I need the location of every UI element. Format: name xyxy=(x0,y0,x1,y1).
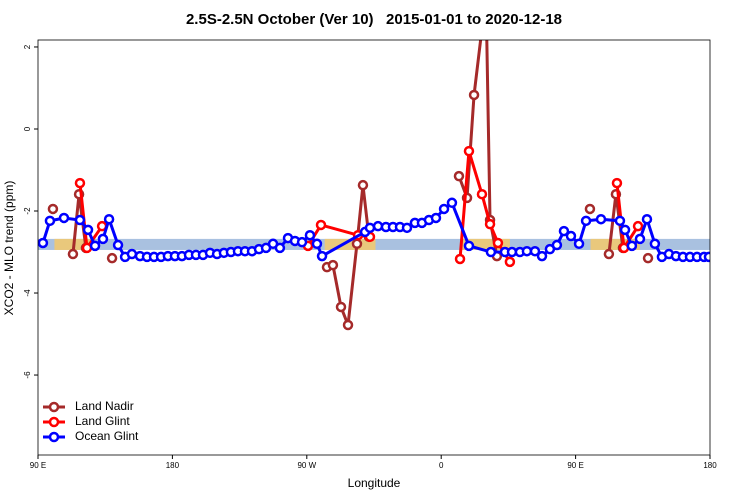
series-marker xyxy=(454,253,466,265)
legend-label: Land Nadir xyxy=(75,399,134,413)
series-marker xyxy=(430,212,442,224)
highlight-range xyxy=(460,238,510,250)
y-tick-label: -2 xyxy=(23,207,32,215)
x-tick-label: 0 xyxy=(439,461,444,470)
series-marker xyxy=(476,188,488,200)
series-marker xyxy=(484,218,496,230)
series-marker xyxy=(438,203,450,215)
series-marker xyxy=(357,179,369,191)
series-marker xyxy=(595,213,607,225)
series-marker xyxy=(649,238,661,250)
y-tick-label: 0 xyxy=(23,126,32,131)
series-marker xyxy=(106,252,118,264)
series-marker xyxy=(632,220,644,232)
chart-title: 2.5S-2.5N October (Ver 10) 2015-01-01 to… xyxy=(186,11,562,28)
series-marker xyxy=(126,248,138,260)
series-marker xyxy=(89,240,101,252)
y-tick-label: 2 xyxy=(23,44,32,49)
series-marker xyxy=(351,238,363,250)
series-marker xyxy=(44,215,56,227)
series-marker xyxy=(551,239,563,251)
plot-area xyxy=(38,0,710,331)
series-marker xyxy=(485,246,497,258)
series-marker xyxy=(558,225,570,237)
series-marker xyxy=(67,248,79,260)
series-marker xyxy=(703,251,710,263)
highlight-range xyxy=(590,238,640,250)
series-marker xyxy=(584,203,596,215)
series-marker xyxy=(614,215,626,227)
legend-label: Land Glint xyxy=(75,414,130,428)
series-marker xyxy=(504,256,516,268)
series-marker xyxy=(296,236,308,248)
series-marker xyxy=(634,233,646,245)
series-marker xyxy=(274,242,286,254)
series-marker xyxy=(103,213,115,225)
series-marker xyxy=(580,215,592,227)
series-marker xyxy=(335,301,347,313)
series-marker xyxy=(38,237,49,249)
series-marker xyxy=(611,177,623,189)
x-axis-label: Longitude xyxy=(348,476,401,490)
series-marker xyxy=(82,224,94,236)
series-marker xyxy=(453,170,465,182)
series-marker xyxy=(521,245,533,257)
series-marker xyxy=(74,177,86,189)
series-marker xyxy=(468,89,480,101)
series-marker xyxy=(58,212,70,224)
series-marker xyxy=(401,222,413,234)
legend-label: Ocean Glint xyxy=(75,429,139,443)
x-tick-label: 90 E xyxy=(30,461,46,470)
series-marker xyxy=(97,233,109,245)
series-marker xyxy=(342,319,354,331)
y-axis-label: XCO2 - MLO trend (ppm) xyxy=(2,181,16,316)
series-marker xyxy=(364,222,376,234)
series-marker xyxy=(529,245,541,257)
y-tick-label: -6 xyxy=(23,371,32,379)
series-marker xyxy=(327,259,339,271)
x-tick-label: 180 xyxy=(166,461,180,470)
highlight-range xyxy=(324,238,376,250)
series-marker xyxy=(304,229,316,241)
series-marker xyxy=(81,242,93,254)
y-tick-label: -4 xyxy=(23,289,32,297)
series-marker xyxy=(315,219,327,231)
series-marker xyxy=(603,248,615,260)
series-marker xyxy=(463,240,475,252)
series-marker xyxy=(619,224,631,236)
series-marker xyxy=(74,214,86,226)
series-marker xyxy=(492,237,504,249)
plot-frame xyxy=(37,39,711,456)
series-marker xyxy=(641,213,653,225)
series-marker xyxy=(626,240,638,252)
legend-marker xyxy=(48,431,60,443)
series-marker xyxy=(463,145,475,157)
series-marker xyxy=(47,203,59,215)
series-marker xyxy=(642,252,654,264)
x-tick-label: 90 W xyxy=(297,461,316,470)
legend-marker xyxy=(48,416,60,428)
series-marker xyxy=(565,230,577,242)
series-marker xyxy=(573,238,585,250)
series-marker xyxy=(446,197,458,209)
series-line xyxy=(73,0,648,325)
legend-marker xyxy=(48,401,60,413)
series-marker xyxy=(536,250,548,262)
series-marker xyxy=(112,239,124,251)
series-marker xyxy=(311,238,323,250)
x-tick-label: 90 E xyxy=(567,461,583,470)
x-tick-label: 180 xyxy=(703,461,717,470)
series-marker xyxy=(316,250,328,262)
